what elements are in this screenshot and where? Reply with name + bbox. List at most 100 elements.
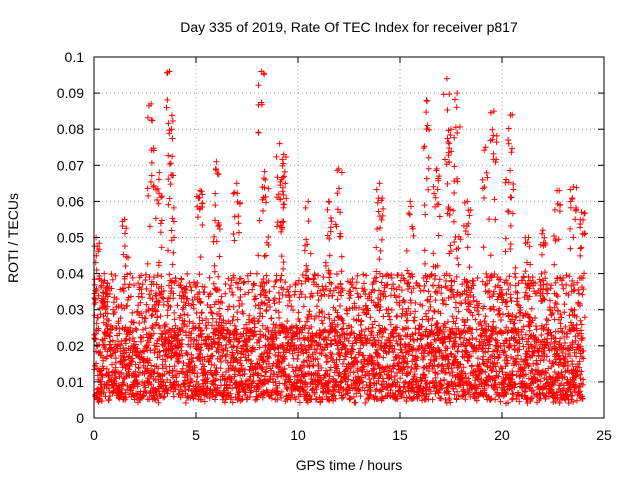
data-point — [394, 369, 401, 376]
data-point — [158, 193, 165, 200]
data-point — [495, 373, 502, 380]
data-point — [102, 331, 109, 338]
data-point — [281, 365, 288, 372]
data-point — [577, 252, 584, 259]
data-point — [326, 315, 333, 322]
data-point — [446, 159, 453, 166]
data-point — [388, 374, 395, 381]
data-point — [376, 327, 383, 334]
data-point — [390, 281, 397, 288]
data-point — [449, 313, 456, 320]
data-point — [446, 272, 453, 279]
data-point — [569, 325, 576, 332]
data-point — [233, 347, 240, 354]
data-point — [382, 343, 389, 350]
data-point — [219, 352, 226, 359]
data-point — [301, 247, 308, 254]
data-point — [337, 314, 344, 321]
data-point — [579, 381, 586, 388]
data-point — [362, 399, 369, 406]
data-point — [113, 295, 120, 302]
data-point — [560, 285, 567, 292]
data-point — [410, 345, 417, 352]
data-point — [338, 292, 345, 299]
data-point — [281, 168, 288, 175]
data-point — [302, 334, 309, 341]
data-point — [257, 328, 264, 335]
data-point — [155, 297, 162, 304]
data-point — [182, 387, 189, 394]
data-point — [267, 303, 274, 310]
data-point — [465, 231, 472, 238]
data-point — [256, 344, 263, 351]
data-point — [151, 369, 158, 376]
x-tick-label: 10 — [290, 427, 306, 443]
data-point — [558, 314, 565, 321]
data-point — [551, 233, 558, 240]
data-point — [486, 277, 493, 284]
data-point — [580, 286, 587, 293]
data-point — [234, 316, 241, 323]
data-point — [503, 391, 510, 398]
data-point — [286, 292, 293, 299]
data-point — [361, 286, 368, 293]
data-point — [252, 295, 259, 302]
data-point — [105, 385, 112, 392]
data-point — [280, 218, 287, 225]
data-point — [170, 249, 177, 256]
data-point — [229, 289, 236, 296]
data-point — [552, 398, 559, 405]
data-point — [143, 301, 150, 308]
data-point — [214, 223, 221, 230]
data-point — [191, 364, 198, 371]
data-point — [165, 152, 172, 159]
data-point — [147, 223, 154, 230]
data-point — [330, 376, 337, 383]
data-point — [577, 343, 584, 350]
data-point — [285, 362, 292, 369]
data-point — [242, 291, 248, 298]
data-point — [166, 282, 173, 289]
data-point — [551, 369, 558, 376]
data-point — [471, 384, 478, 391]
data-point — [483, 326, 490, 333]
data-point — [134, 345, 141, 352]
data-point — [368, 360, 375, 367]
data-point — [503, 176, 510, 183]
data-point — [303, 274, 310, 281]
data-point — [474, 307, 481, 314]
data-point — [183, 349, 190, 356]
data-point — [396, 355, 403, 362]
data-point — [502, 376, 509, 383]
data-point — [304, 383, 311, 390]
data-point — [373, 274, 380, 281]
data-point — [363, 340, 370, 347]
data-point — [104, 298, 111, 305]
data-point — [188, 351, 195, 358]
data-point — [188, 359, 195, 366]
data-point — [436, 348, 443, 355]
data-point — [381, 325, 388, 332]
data-point — [168, 112, 175, 119]
data-point — [216, 315, 223, 322]
data-point — [537, 279, 544, 286]
data-point — [102, 310, 109, 317]
data-point — [435, 390, 442, 397]
data-point — [506, 344, 513, 351]
data-point — [256, 338, 263, 345]
data-point — [502, 179, 509, 186]
data-point — [437, 327, 444, 334]
data-point — [164, 390, 171, 397]
data-point — [579, 291, 586, 298]
data-point — [319, 329, 326, 336]
data-point — [315, 360, 322, 367]
data-point — [131, 282, 138, 289]
data-point — [368, 353, 375, 360]
data-point — [571, 377, 578, 384]
data-point — [505, 312, 512, 319]
data-point — [375, 287, 382, 294]
data-point — [424, 122, 431, 129]
data-point — [445, 356, 452, 363]
data-point — [178, 276, 185, 283]
data-point — [502, 299, 509, 306]
